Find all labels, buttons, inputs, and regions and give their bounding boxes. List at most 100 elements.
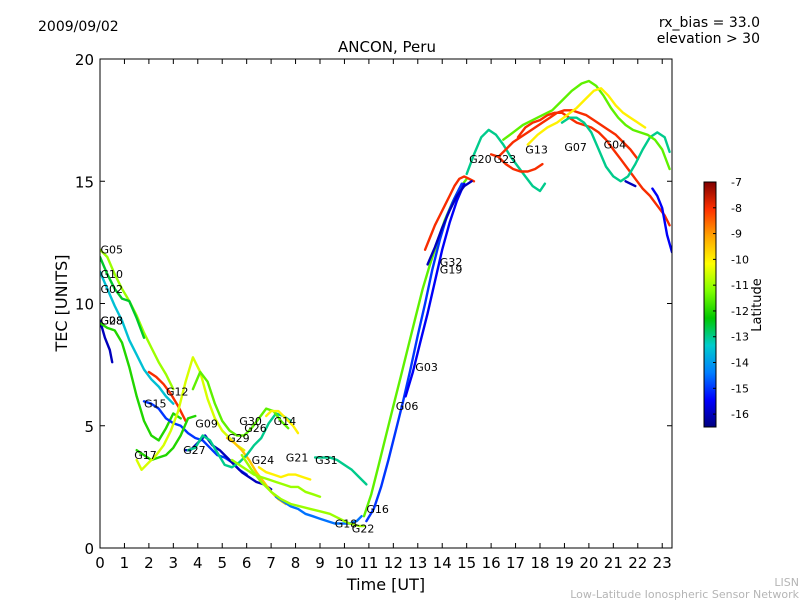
- series-line-g08: [100, 321, 182, 442]
- series-label-g32: G32: [440, 256, 463, 269]
- series-line-g04: [560, 116, 671, 183]
- series-line-g21: [257, 466, 312, 481]
- series-label-g31: G31: [315, 454, 338, 467]
- x-tick-label: 22: [628, 554, 647, 572]
- x-tick-label: 7: [266, 554, 276, 572]
- series-label-g18: G18: [335, 518, 358, 531]
- y-tick-label: 10: [75, 296, 94, 314]
- colorbar: -7 -8 -9 -10 -11 -12 -13 -14 -15 -16 Latitude: [703, 176, 765, 428]
- y-axis: 0 5 10 15 20: [75, 51, 672, 558]
- series-label-g30: G30: [239, 415, 262, 428]
- series-label-g05: G05: [101, 244, 124, 257]
- series-line-g27: [135, 356, 246, 471]
- x-tick-label: 5: [217, 554, 227, 572]
- x-tick-label: 23: [653, 554, 672, 572]
- colorbar-tick-label: -8: [731, 202, 742, 215]
- x-tick-label: 21: [604, 554, 623, 572]
- series-label-g12: G12: [166, 386, 189, 399]
- series-line-g13: [497, 109, 639, 161]
- chart-title: ANCON, Peru: [338, 38, 436, 56]
- colorbar-tick-label: -14: [731, 357, 749, 370]
- colorbar-tick-label: -13: [731, 331, 749, 344]
- series-line-g29: [225, 436, 287, 506]
- series-line-unlabeled-29: [502, 79, 671, 171]
- x-tick-label: 17: [506, 554, 525, 572]
- colorbar-tick-label: -15: [731, 382, 749, 395]
- series-label-g08: G08: [101, 315, 124, 328]
- x-tick-label: 20: [579, 554, 598, 572]
- series-line-g20: [465, 128, 547, 193]
- series-label-g26: G26: [244, 422, 267, 435]
- series-line-unlabeled-30: [526, 87, 647, 146]
- series-line-g31: [313, 456, 368, 486]
- series-label-g03: G03: [415, 361, 438, 374]
- x-tick-label: 0: [95, 554, 105, 572]
- series-label-g15: G15: [144, 398, 167, 411]
- elevation-label: elevation > 30: [657, 31, 760, 47]
- series-label-g19: G19: [440, 263, 463, 276]
- series-label-g28: G28: [101, 315, 124, 328]
- colorbar-tick-label: -9: [731, 228, 742, 241]
- x-tick-label: 6: [242, 554, 252, 572]
- series-label-g20: G20: [469, 153, 492, 166]
- plot-frame: [99, 58, 673, 549]
- series-label-g02: G02: [101, 283, 124, 296]
- series-label-g16: G16: [366, 503, 389, 516]
- rx-bias-label: rx_bias = 33.0: [659, 15, 760, 31]
- x-tick-label: 2: [144, 554, 154, 572]
- series-label-g24: G24: [252, 454, 275, 467]
- x-tick-label: 19: [555, 554, 574, 572]
- x-tick-label: 1: [120, 554, 130, 572]
- colorbar-tick-label: -12: [731, 305, 749, 318]
- series-label-g17: G17: [134, 449, 157, 462]
- y-tick-label: 5: [84, 418, 94, 436]
- series-label-g22: G22: [352, 522, 375, 535]
- colorbar-tick-label: -7: [731, 176, 742, 189]
- series-label-g09: G09: [195, 417, 218, 430]
- series-line-g14: [265, 409, 300, 435]
- colorbar-gradient: [703, 181, 717, 428]
- lisn-long-label: Low-Latitude Ionospheric Sensor Network: [570, 588, 799, 600]
- series-layer: [100, 79, 672, 528]
- series-label-g06: G06: [396, 400, 419, 413]
- series-label-g10: G10: [101, 268, 124, 281]
- series-label-g21: G21: [286, 452, 309, 465]
- lisn-short-label: LISN: [774, 576, 799, 589]
- x-tick-label: 8: [291, 554, 301, 572]
- x-tick-label: 4: [193, 554, 203, 572]
- series-label-g14: G14: [274, 415, 297, 428]
- series-line-g30: [186, 412, 292, 469]
- x-axis: 0 1 2 3 4 5 6 7 8 9 10 11 12 13 14 15 16 17 18 19 20 21 22 23: [95, 59, 672, 572]
- series-line-g03: [404, 182, 466, 398]
- series-label-g04: G04: [604, 139, 627, 152]
- colorbar-tick-label: -11: [731, 279, 749, 292]
- date-label: 2009/09/02: [38, 19, 119, 35]
- y-tick-label: 0: [84, 540, 94, 558]
- x-tick-label: 15: [457, 554, 476, 572]
- x-tick-label: 14: [433, 554, 452, 572]
- x-tick-label: 18: [530, 554, 549, 572]
- x-tick-label: 11: [359, 554, 378, 572]
- colorbar-ticks: -7 -8 -9 -10 -11 -12 -13 -14 -15 -16: [713, 176, 749, 421]
- colorbar-tick-label: -16: [731, 408, 749, 421]
- series-line-g02: [100, 270, 175, 405]
- y-axis-label: TEC [UNITS]: [52, 255, 71, 353]
- series-label-g07: G07: [564, 141, 587, 154]
- colorbar-label: Latitude: [750, 278, 765, 332]
- series-line-unlabeled-31: [651, 187, 672, 254]
- series-line-unlabeled-32: [624, 180, 637, 188]
- series-line-g19: [426, 180, 473, 266]
- series-line-g32: [423, 175, 476, 251]
- series-line-g10: [100, 255, 146, 339]
- y-tick-label: 15: [75, 173, 94, 191]
- x-tick-label: 13: [408, 554, 427, 572]
- x-tick-label: 16: [482, 554, 501, 572]
- series-line-g17: [135, 414, 197, 462]
- series-line-g28: [100, 319, 114, 364]
- series-label-g23: G23: [494, 153, 517, 166]
- x-tick-label: 12: [384, 554, 403, 572]
- series-line-g07: [516, 111, 671, 227]
